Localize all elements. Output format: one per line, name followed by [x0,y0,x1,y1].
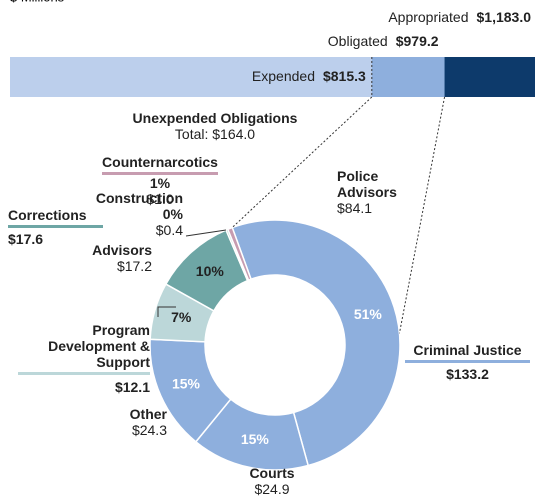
group-name-wrap: Corrections [8,207,103,228]
group-name-wrap: Criminal Justice [405,342,530,363]
bar-label: Expended $815.3 [252,68,366,84]
leader [185,229,227,237]
leader [157,306,176,317]
group-name: Criminal Justice [405,342,530,363]
segment-label: Construction 0% $0.4 [70,190,183,238]
bar-value: $1,183.0 [477,9,532,25]
segment-name: Courts [249,465,295,481]
segment-name-wrap: Counternarcotics [80,154,240,175]
segment-value: $0.4 [155,222,183,238]
group-label: Corrections $17.6 [8,207,103,247]
segment-value: $84.1 [337,200,373,216]
donut-title: Unexpended Obligations [132,110,298,126]
donut-subtitle: Total: $164.0 [174,126,256,142]
segment-name: Other [129,406,167,422]
bar [10,57,372,97]
segment-label: Counternarcotics 1% $1.0 [80,154,240,207]
segment-label: Other $24.3 [95,406,167,438]
segment-label: Courts $24.9 [232,465,312,497]
segment-percent: 1% [149,175,171,191]
percent-label: 15% [241,431,270,447]
group-name: Corrections [8,207,103,228]
segment-percent: 0% [162,206,183,222]
percent-label: 51% [354,306,383,322]
group-label: Criminal Justice $133.2 [405,342,530,382]
bar-category: Appropriated [388,9,468,25]
segment-name: Program Development & Support [18,322,150,375]
percent-label: 7% [171,309,192,325]
segment-value: $24.9 [254,481,290,497]
segment-name-wrap: Program Development & Support [18,322,150,375]
bar-value: $979.2 [396,33,439,49]
group-value: $17.6 [8,231,44,247]
segment-name: Construction [95,190,183,206]
percent-label: 15% [172,375,201,391]
segment-name: Police Advisors [337,168,397,200]
percent-label: 10% [196,263,225,279]
bar-label: Appropriated $1,183.0 [388,9,531,25]
bar-category: Obligated [328,33,388,49]
segment-name: Counternarcotics [102,154,218,175]
segment-value: $1.0 [146,191,174,207]
segment-value: $12.1 [114,379,150,395]
segment-label: Program Development & Support $12.1 [18,322,150,395]
bar-value: $815.3 [323,68,366,84]
unit-label: $ Millions [10,0,65,4]
group-value: $133.2 [446,366,489,382]
donut-segment [231,219,401,467]
segment-value: $24.3 [131,422,167,438]
segment-label: Police Advisors $84.1 [337,168,427,216]
bar-category: Expended [252,68,315,84]
donut-title-block: Unexpended Obligations Total: $164.0 [100,110,330,142]
bar-label: Obligated $979.2 [328,33,439,49]
connector [398,96,446,334]
segment-value: $17.2 [116,258,152,274]
donut-segment [226,226,253,282]
segment-label: Advisors $17.2 [60,242,152,274]
segment-name: Advisors [92,242,152,258]
